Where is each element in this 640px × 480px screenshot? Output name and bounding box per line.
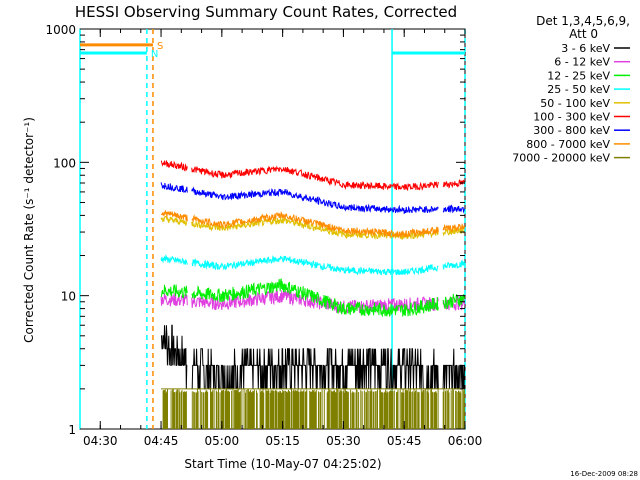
series-6 [160,182,465,215]
y-axis-label: Corrected Count Rate (s⁻¹ detector⁻¹) [22,117,36,343]
series-line-2 [160,278,465,318]
legend-header-2: Att 0 [569,27,598,41]
series-line-6 [160,182,465,215]
legend-label-3: 25 - 50 keV [547,83,610,96]
series-7 [160,210,465,239]
legend-label-1: 6 - 12 keV [554,56,610,69]
series-line-4 [160,215,465,241]
legend-label-2: 12 - 25 keV [547,69,610,82]
vertical-markers: SN [79,29,466,429]
series-3 [160,254,465,276]
y-tick-label-2: 100 [53,156,76,170]
legend-label-0: 3 - 6 keV [561,42,610,55]
axes: 04:30 04:45 05:00 05:15 05:30 05:45 06:00 1 10 10… [45,23,482,448]
flag-label-s: S [157,41,163,52]
series-line-3 [160,254,465,276]
legend-label-6: 300 - 800 keV [533,124,610,137]
series-4 [160,215,465,241]
series-line-7 [160,210,465,239]
legend-label-5: 100 - 300 keV [533,111,610,124]
x-tick-label-1: 04:45 [144,434,179,448]
y-tick-label-0: 1 [68,423,76,437]
flag-label-n: N [151,49,158,60]
series-5 [160,160,465,191]
series-2 [160,278,465,318]
y-tick-label-1: 10 [61,290,76,304]
y-tick-label-3: 1000 [45,23,76,37]
footer-date: 16-Dec-2009 08:28 [570,470,638,478]
legend-label-8: 7000 - 20000 keV [512,152,610,165]
chart-title: HESSI Observing Summary Count Rates, Cor… [75,3,457,21]
series-layer [160,160,465,429]
x-tick-label-2: 05:00 [205,434,240,448]
legend-label-7: 800 - 7000 keV [526,138,610,151]
series-0 [161,324,465,390]
series-8 [161,388,465,429]
series-line-0 [161,324,465,390]
legend-label-4: 50 - 100 keV [540,97,610,110]
legend-header-1: Det 1,3,4,5,6,9, [536,14,630,28]
x-tick-label-6: 06:00 [448,434,483,448]
series-line-5 [160,160,465,191]
x-tick-label-3: 05:15 [265,434,300,448]
x-tick-label-4: 05:30 [326,434,361,448]
x-tick-label-0: 04:30 [83,434,118,448]
x-axis-label: Start Time (10-May-07 04:25:02) [184,457,381,471]
series-line-8 [162,388,465,429]
x-tick-label-5: 05:45 [387,434,422,448]
